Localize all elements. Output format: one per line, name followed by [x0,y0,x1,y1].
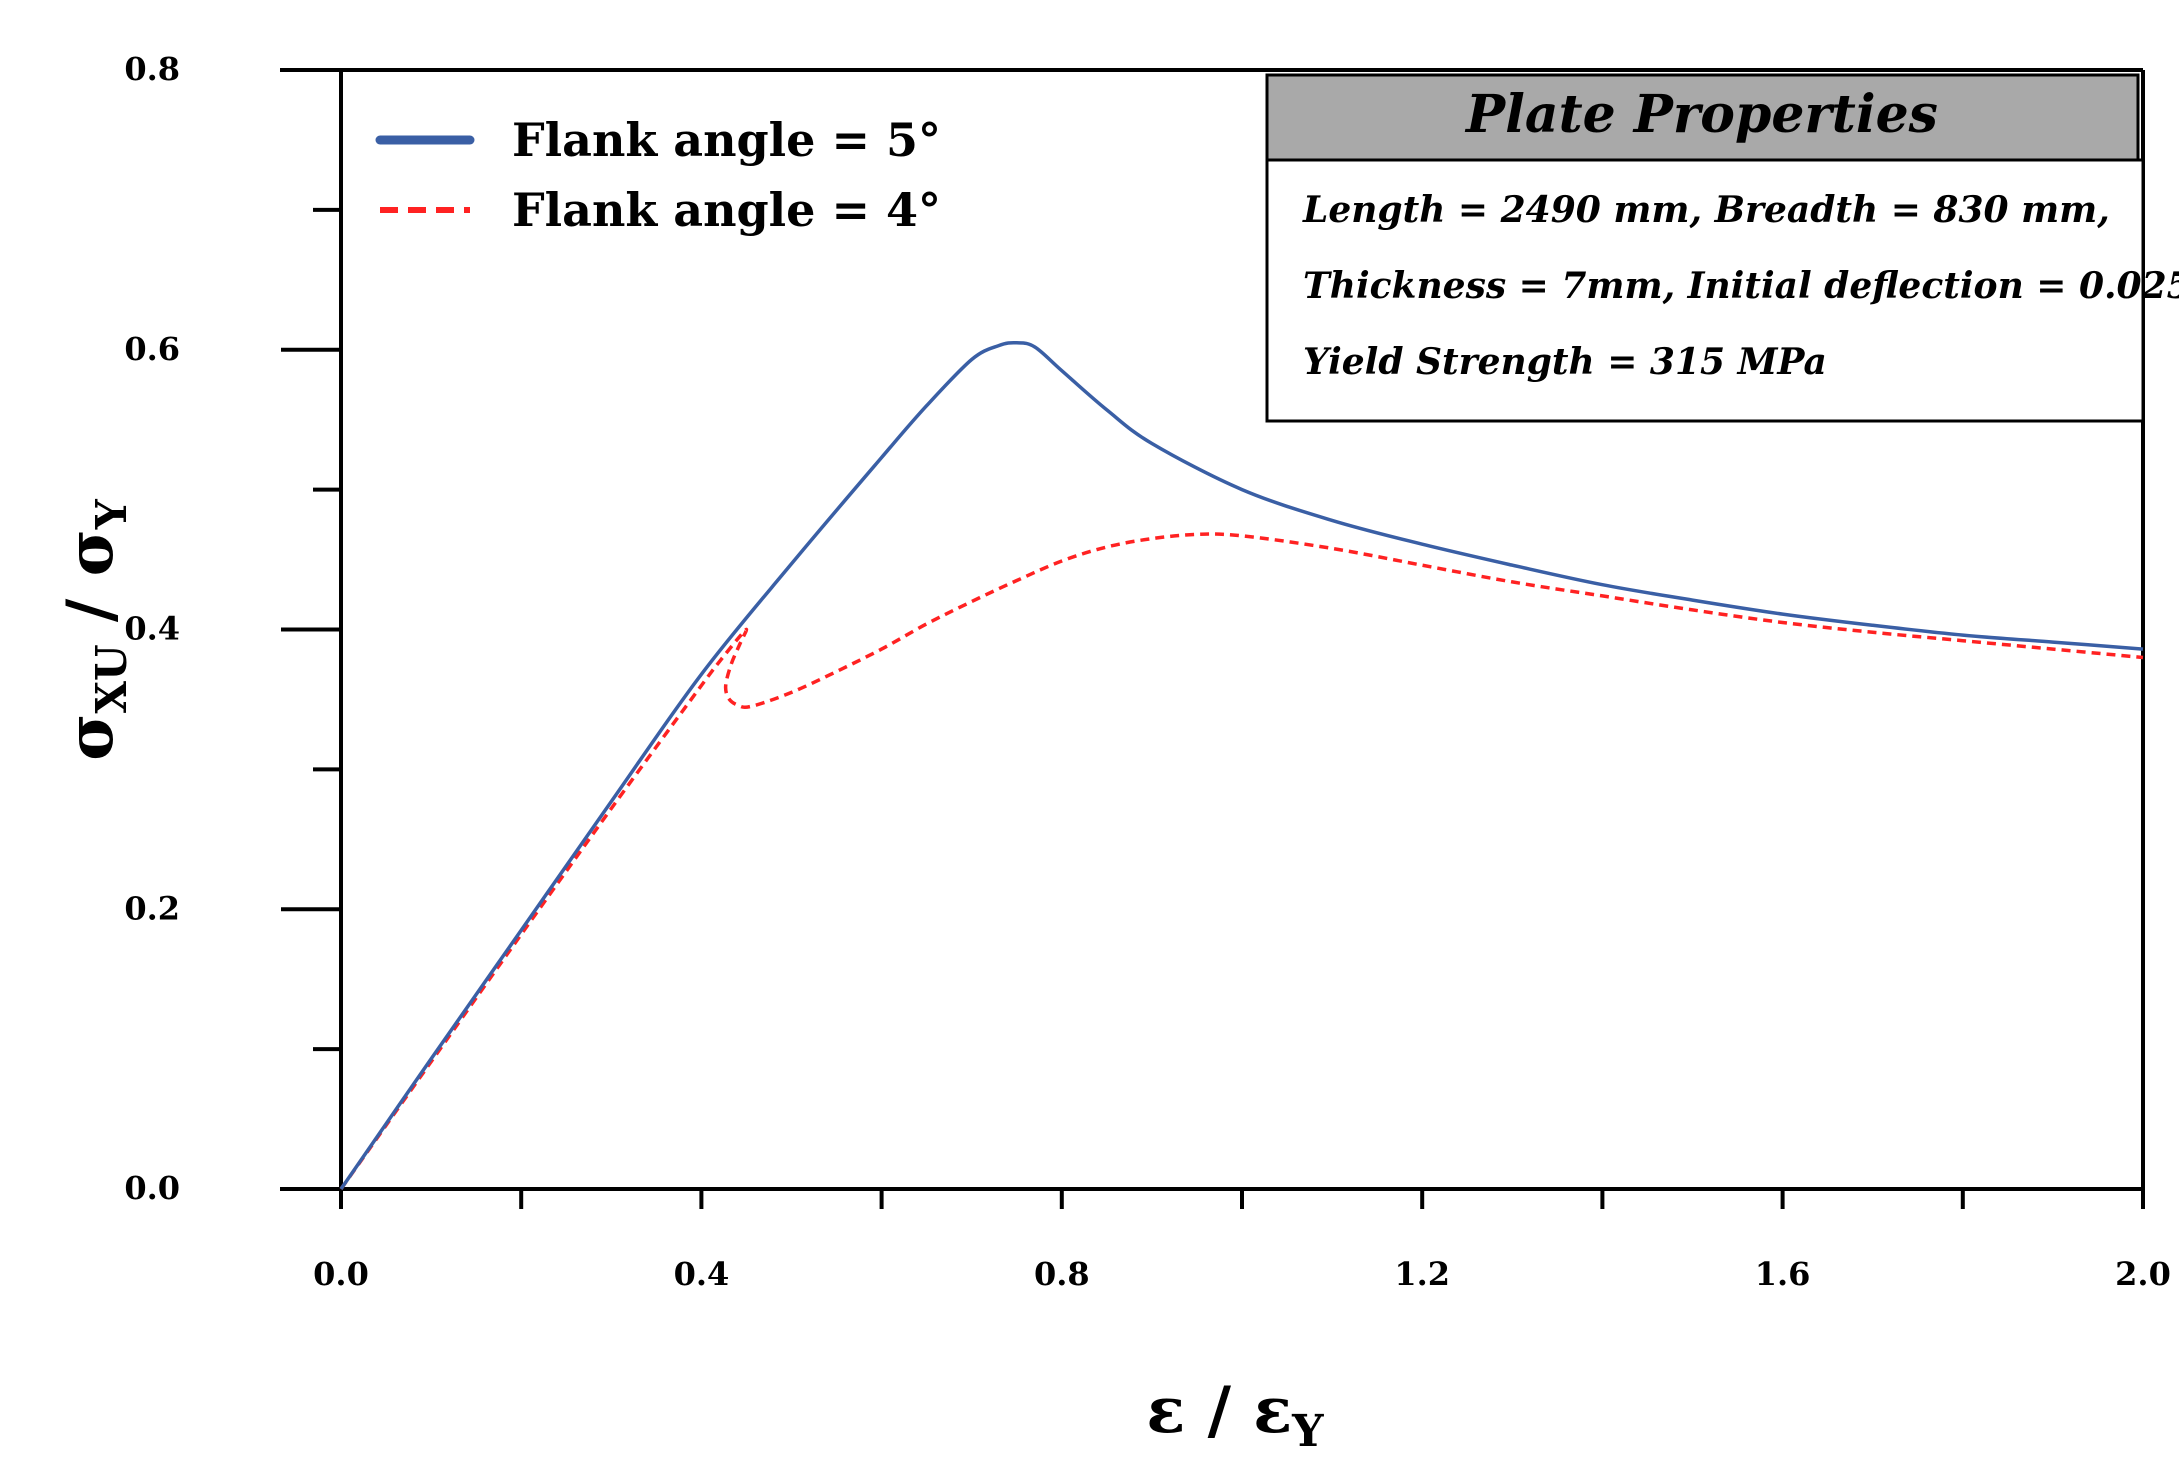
properties-box-title: Plate Properties [1464,84,1938,145]
legend: Flank angle = 5° Flank angle = 4° [375,113,941,237]
x-tick-label: 1.2 [1394,1255,1450,1293]
x-tick-label: 0.4 [674,1255,730,1293]
properties-line-thickness: Thickness = 7mm, Initial deflection = 0.… [1303,259,2179,307]
properties-line-thickness-main: Thickness = 7mm, Initial deflection = 0.… [1303,265,2179,307]
plate-properties-box: Plate Properties Length = 2490 mm, Bread… [1265,73,2179,423]
properties-box-header [1265,73,2140,162]
y-axis-title-sub: XU [87,644,136,713]
y-tick-label: 0.0 [124,1169,180,1207]
y-axis-title-divider: / σ [53,529,128,644]
series-layer [339,340,2144,1191]
y-axis-title: σXU / σY [53,498,136,761]
properties-line-dimensions: Length = 2490 mm, Breadth = 830 mm, [1302,189,2110,231]
y-tick-label: 0.2 [124,889,180,927]
x-axis-title-main: ε / ε [1146,1373,1292,1448]
y-axis-title-sub2: Y [87,498,136,530]
properties-box-body [1265,158,2145,423]
legend-label-5deg: Flank angle = 5° [512,113,941,167]
y-tick-label: 0.8 [124,50,180,88]
properties-line-yield: Yield Strength = 315 MPa [1303,341,1827,383]
x-tick-label: 0.0 [313,1255,369,1293]
x-tick-label: 1.6 [1755,1255,1811,1293]
x-axis-title-sub: Y [1291,1406,1324,1457]
x-tick-label: 0.8 [1034,1255,1090,1293]
y-axis-title-main: σ [53,714,128,761]
series-line-flank-5deg [339,340,2144,1190]
x-axis-title: ε / εY [1146,1373,1324,1457]
axis-tick-labels: 0.0 0.4 0.8 1.2 1.6 2.0 0.0 0.2 0.4 0.6 0.8 [124,50,2171,1293]
legend-label-4deg: Flank angle = 4° [512,183,941,237]
axis-ticks [281,68,2145,1209]
x-tick-label: 2.0 [2115,1255,2171,1293]
series-line-flank-4deg [339,532,2144,1191]
y-tick-label: 0.6 [124,330,180,368]
y-tick-label: 0.4 [124,610,180,648]
